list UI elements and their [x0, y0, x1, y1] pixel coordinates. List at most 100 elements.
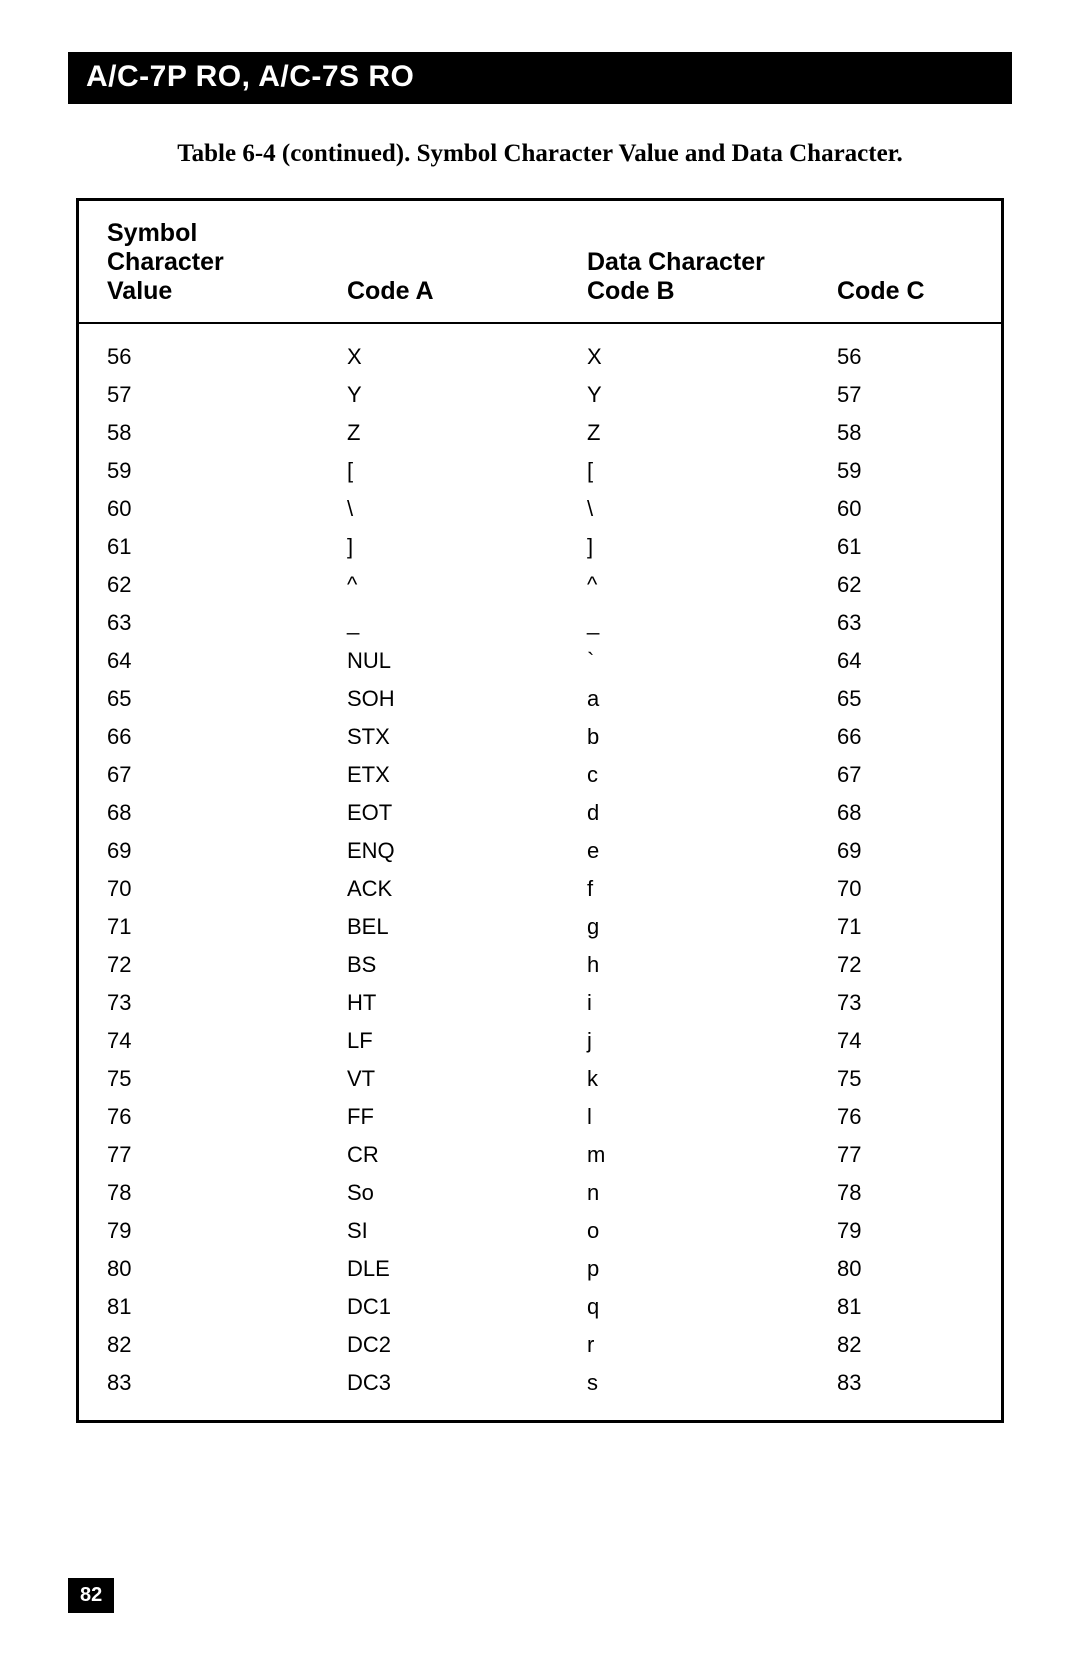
cell-value: 71	[107, 908, 347, 946]
cell-code-c: 65	[837, 680, 973, 718]
cell-value: 76	[107, 1098, 347, 1136]
cell-code-a: Z	[347, 414, 587, 452]
cell-code-b: n	[587, 1174, 837, 1212]
cell-code-a: ACK	[347, 870, 587, 908]
cell-code-b: \	[587, 490, 837, 528]
header-title-text: A/C-7P RO, A/C-7S RO	[86, 60, 414, 93]
cell-code-b: r	[587, 1326, 837, 1364]
cell-value: 72	[107, 946, 347, 984]
header-col2-line3: Code A	[347, 277, 587, 306]
cell-code-b: a	[587, 680, 837, 718]
cell-code-c: 75	[837, 1060, 973, 1098]
cell-value: 57	[107, 376, 347, 414]
cell-value: 79	[107, 1212, 347, 1250]
table-row: 60\\60	[107, 490, 973, 528]
cell-code-b: p	[587, 1250, 837, 1288]
table-row: 79SIo79	[107, 1212, 973, 1250]
cell-code-a: BEL	[347, 908, 587, 946]
cell-code-b: _	[587, 604, 837, 642]
cell-value: 61	[107, 528, 347, 566]
page-number: 82	[80, 1584, 102, 1606]
cell-code-c: 68	[837, 794, 973, 832]
cell-code-a: ENQ	[347, 832, 587, 870]
cell-code-b: g	[587, 908, 837, 946]
table-row: 72BSh72	[107, 946, 973, 984]
cell-value: 69	[107, 832, 347, 870]
cell-code-b: j	[587, 1022, 837, 1060]
cell-value: 56	[107, 338, 347, 376]
cell-code-c: 77	[837, 1136, 973, 1174]
cell-code-c: 81	[837, 1288, 973, 1326]
table-row: 74LFj74	[107, 1022, 973, 1060]
table-row: 78Son78	[107, 1174, 973, 1212]
cell-code-a: FF	[347, 1098, 587, 1136]
cell-code-b: i	[587, 984, 837, 1022]
cell-code-a: BS	[347, 946, 587, 984]
cell-code-c: 72	[837, 946, 973, 984]
cell-code-a: [	[347, 452, 587, 490]
cell-code-a: DC1	[347, 1288, 587, 1326]
cell-value: 78	[107, 1174, 347, 1212]
cell-code-c: 78	[837, 1174, 973, 1212]
cell-code-b: q	[587, 1288, 837, 1326]
cell-value: 64	[107, 642, 347, 680]
cell-code-c: 60	[837, 490, 973, 528]
cell-value: 66	[107, 718, 347, 756]
header-col3-line2: Data Character	[587, 248, 837, 277]
header-col1-line2: Character	[107, 248, 347, 277]
cell-code-b: f	[587, 870, 837, 908]
cell-code-c: 83	[837, 1364, 973, 1402]
cell-value: 73	[107, 984, 347, 1022]
cell-code-c: 71	[837, 908, 973, 946]
table-row: 76FFl76	[107, 1098, 973, 1136]
cell-code-c: 61	[837, 528, 973, 566]
cell-code-a: EOT	[347, 794, 587, 832]
cell-code-a: Y	[347, 376, 587, 414]
cell-code-b: o	[587, 1212, 837, 1250]
cell-value: 82	[107, 1326, 347, 1364]
cell-code-c: 62	[837, 566, 973, 604]
cell-value: 74	[107, 1022, 347, 1060]
table-row: 62^^62	[107, 566, 973, 604]
cell-code-a: SI	[347, 1212, 587, 1250]
header-col1-line3: Value	[107, 277, 347, 306]
cell-code-b: b	[587, 718, 837, 756]
cell-value: 83	[107, 1364, 347, 1402]
cell-code-a: ^	[347, 566, 587, 604]
table-row: 83DC3s83	[107, 1364, 973, 1402]
table-row: 82DC2r82	[107, 1326, 973, 1364]
cell-value: 70	[107, 870, 347, 908]
cell-code-c: 67	[837, 756, 973, 794]
cell-code-c: 64	[837, 642, 973, 680]
cell-code-c: 57	[837, 376, 973, 414]
header-col1-line1: Symbol	[107, 219, 347, 248]
document-page: A/C-7P RO, A/C-7S RO Table 6-4 (continue…	[0, 0, 1080, 1669]
table-row: 75VTk75	[107, 1060, 973, 1098]
cell-code-c: 58	[837, 414, 973, 452]
header-title-bar: A/C-7P RO, A/C-7S RO	[68, 52, 1012, 104]
cell-code-a: So	[347, 1174, 587, 1212]
table-row: 58ZZ58	[107, 414, 973, 452]
cell-value: 65	[107, 680, 347, 718]
cell-code-a: DLE	[347, 1250, 587, 1288]
cell-code-b: e	[587, 832, 837, 870]
cell-code-a: _	[347, 604, 587, 642]
cell-code-c: 56	[837, 338, 973, 376]
cell-value: 67	[107, 756, 347, 794]
table-row: 59[[59	[107, 452, 973, 490]
table-row: 69ENQe69	[107, 832, 973, 870]
cell-code-b: s	[587, 1364, 837, 1402]
cell-code-a: ETX	[347, 756, 587, 794]
cell-value: 81	[107, 1288, 347, 1326]
cell-code-b: Z	[587, 414, 837, 452]
cell-code-b: ^	[587, 566, 837, 604]
cell-code-b: X	[587, 338, 837, 376]
table-row: 65SOHa65	[107, 680, 973, 718]
cell-value: 68	[107, 794, 347, 832]
cell-code-c: 73	[837, 984, 973, 1022]
table-row: 80DLEp80	[107, 1250, 973, 1288]
cell-code-a: VT	[347, 1060, 587, 1098]
cell-code-c: 63	[837, 604, 973, 642]
cell-code-b: d	[587, 794, 837, 832]
cell-code-c: 79	[837, 1212, 973, 1250]
